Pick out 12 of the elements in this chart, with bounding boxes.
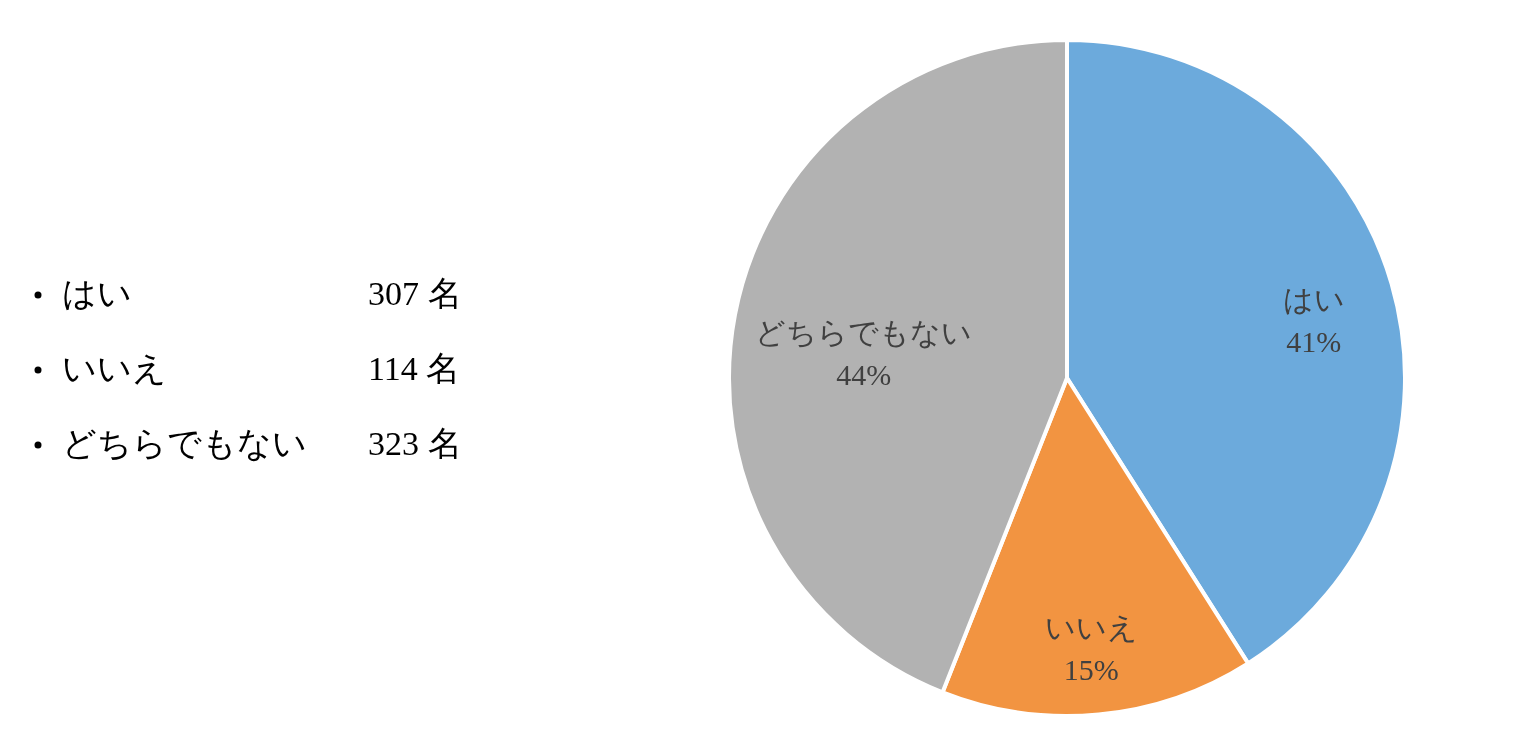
data-label: 15% [1063,652,1119,686]
text: 114 名 [368,350,461,387]
text: 323 名 [368,425,462,462]
slice-label: どちらでもない [755,316,973,350]
category-label: いいえ [62,350,167,387]
data-label: 41% [1286,325,1342,359]
data-label: 44% [836,358,892,392]
slice-label: はい [1282,283,1345,317]
category-label: どちらでもない [62,425,307,462]
text: 307 名 [368,275,462,312]
category-label: はい [62,275,132,312]
slice-label: いいえ [1044,610,1138,644]
